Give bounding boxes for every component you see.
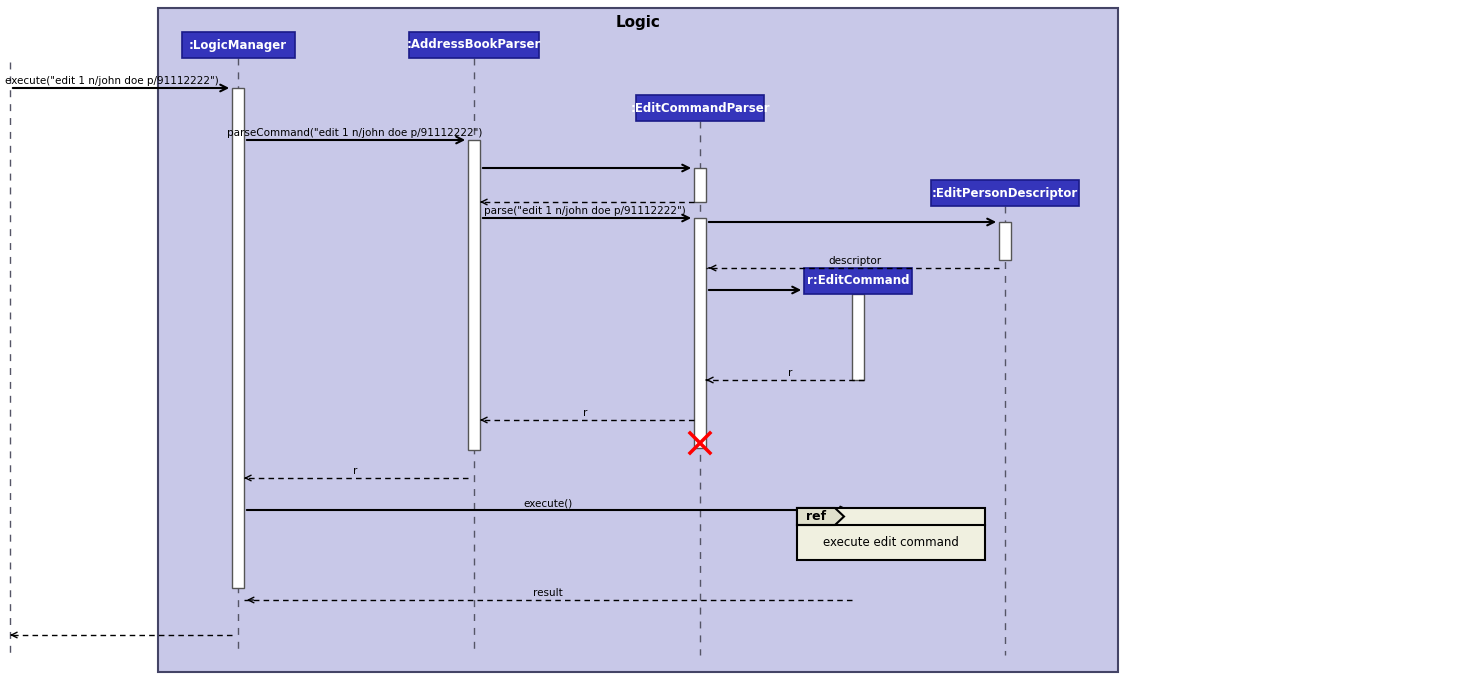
Text: ref: ref — [806, 510, 825, 523]
Text: execute("edit 1 n/john doe p/91112222"): execute("edit 1 n/john doe p/91112222") — [4, 76, 218, 86]
Bar — [468, 140, 479, 450]
Text: :LogicManager: :LogicManager — [189, 39, 287, 52]
Bar — [931, 180, 1079, 206]
Bar — [693, 218, 707, 448]
Bar — [158, 8, 1119, 672]
Text: execute edit command: execute edit command — [822, 536, 959, 549]
Bar — [803, 268, 912, 294]
Bar — [409, 32, 539, 58]
Text: Logic: Logic — [616, 14, 661, 30]
Bar — [998, 222, 1012, 260]
Text: :EditPersonDescriptor: :EditPersonDescriptor — [932, 187, 1078, 200]
Text: r: r — [787, 368, 792, 378]
Bar — [693, 168, 707, 202]
Text: descriptor: descriptor — [828, 256, 881, 266]
Text: :AddressBookParser: :AddressBookParser — [406, 39, 541, 52]
Text: r: r — [353, 466, 358, 476]
Polygon shape — [798, 508, 844, 525]
Bar — [232, 88, 243, 588]
Text: r:EditCommand: r:EditCommand — [806, 274, 909, 287]
Bar — [182, 32, 295, 58]
Text: result: result — [534, 588, 563, 598]
Text: parseCommand("edit 1 n/john doe p/91112222"): parseCommand("edit 1 n/john doe p/911122… — [227, 128, 482, 138]
Text: execute(): execute() — [523, 498, 573, 508]
Text: :EditCommandParser: :EditCommandParser — [630, 101, 770, 114]
Text: r: r — [583, 408, 588, 418]
Text: parse("edit 1 n/john doe p/91112222"): parse("edit 1 n/john doe p/91112222") — [484, 206, 686, 216]
Bar — [852, 294, 863, 380]
Bar — [798, 508, 985, 560]
Bar — [636, 95, 764, 121]
